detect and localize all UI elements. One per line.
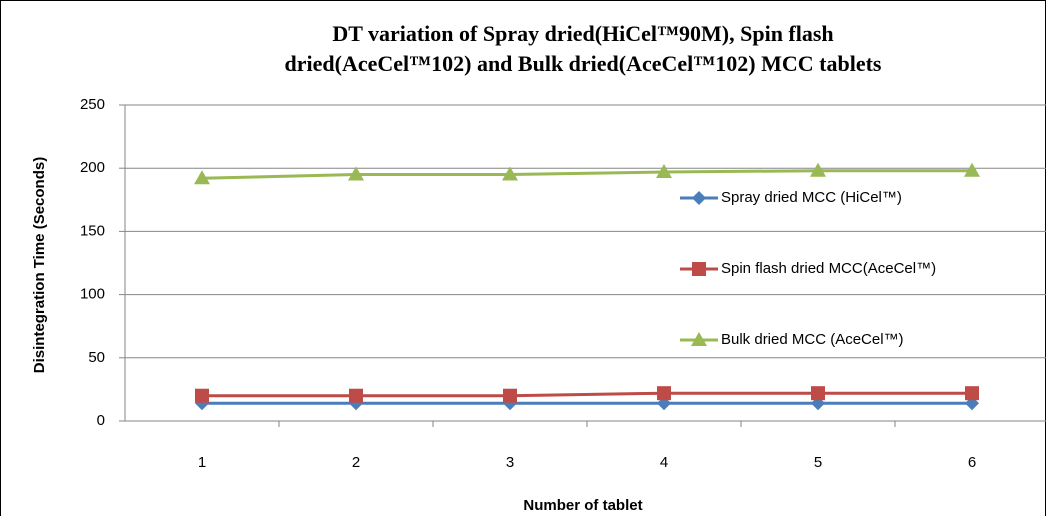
marker: [691, 332, 707, 346]
chart-title: DT variation of Spray dried(HiCel™90M), …: [332, 21, 833, 46]
x-axis-label: Number of tablet: [523, 497, 642, 514]
y-tick-label: 100: [80, 286, 105, 303]
legend-label: Spray dried MCC (HiCel™): [721, 189, 902, 206]
y-tick-label: 0: [97, 412, 105, 429]
marker: [503, 388, 517, 403]
series-line: [202, 391, 972, 398]
y-tick-label: 50: [88, 349, 105, 366]
marker: [348, 166, 364, 181]
marker: [656, 163, 672, 178]
x-tick-label: 6: [968, 454, 976, 471]
marker: [811, 386, 825, 401]
marker: [964, 162, 980, 177]
marker: [692, 262, 706, 276]
x-tick-label: 5: [814, 454, 822, 471]
series-line: [201, 169, 972, 180]
y-axis-label: Disintegration Time (Seconds): [31, 157, 48, 373]
marker: [349, 388, 363, 403]
x-tick-label: 2: [352, 454, 360, 471]
legend-label: Spin flash dried MCC(AceCel™): [721, 260, 936, 277]
x-tick-label: 3: [506, 454, 514, 471]
marker: [965, 386, 979, 401]
marker: [692, 191, 706, 205]
legend-label: Bulk dried MCC (AceCel™): [721, 331, 904, 348]
marker: [195, 388, 209, 403]
y-tick-label: 200: [80, 159, 105, 176]
marker: [502, 166, 518, 181]
x-tick-label: 1: [198, 454, 206, 471]
marker: [657, 386, 671, 401]
chart-title: dried(AceCel™102) and Bulk dried(AceCel™…: [285, 51, 882, 76]
x-tick-label: 4: [660, 454, 668, 471]
marker: [810, 162, 826, 177]
marker: [194, 170, 210, 185]
y-tick-label: 250: [80, 96, 105, 113]
y-tick-label: 150: [80, 222, 105, 239]
